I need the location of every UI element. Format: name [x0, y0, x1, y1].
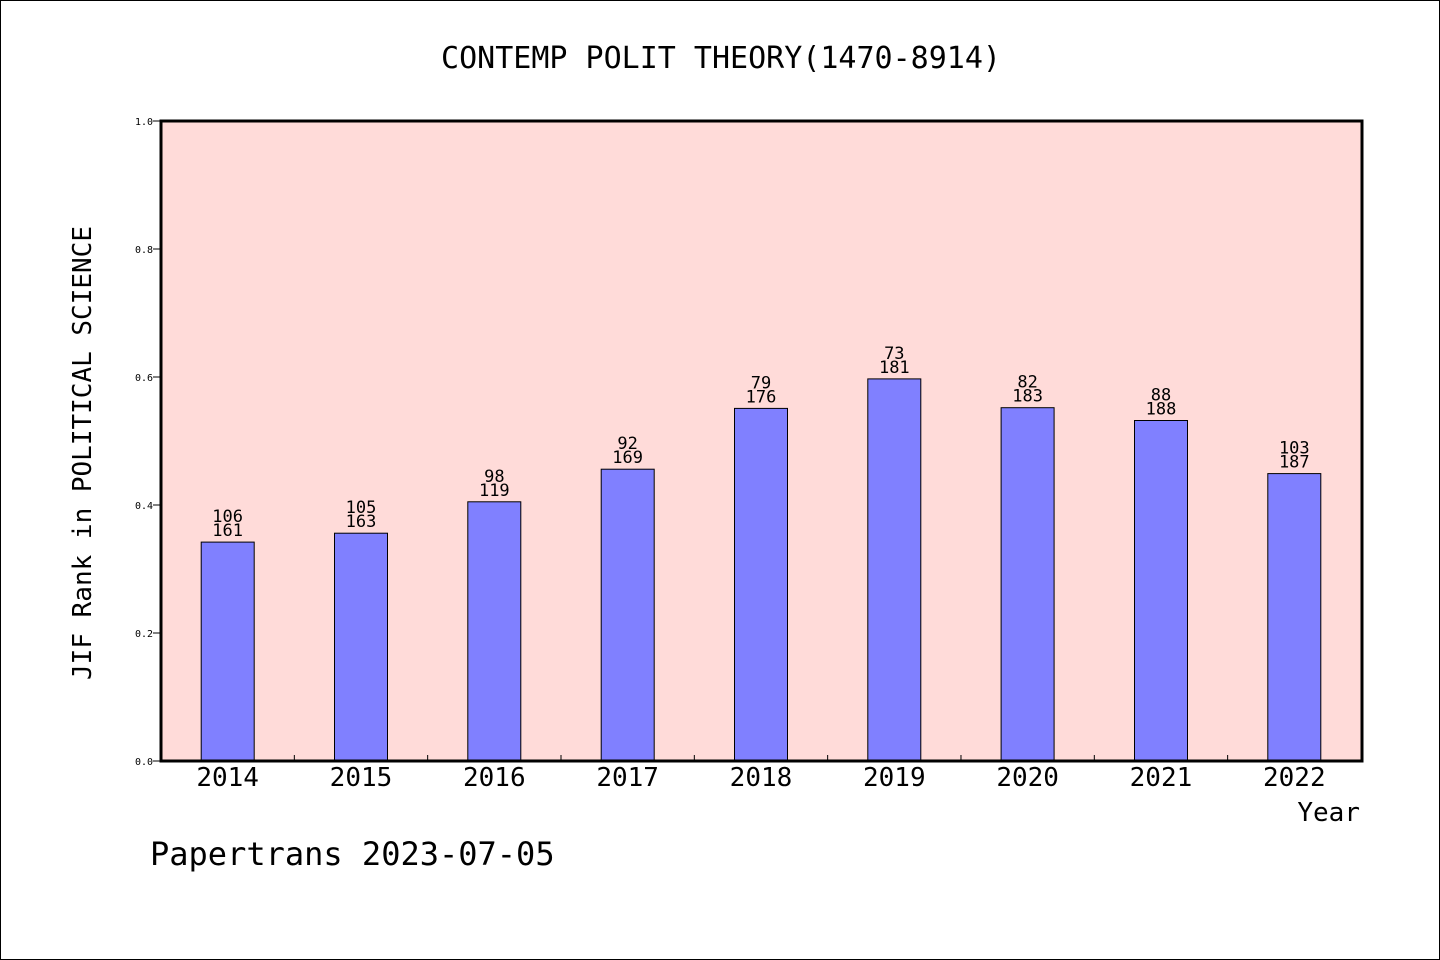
bar-rank-label: 79: [751, 373, 771, 393]
bar-2022: [1267, 473, 1322, 762]
y-tick-label: 0.0: [135, 757, 153, 768]
bar-rank-label: 98: [484, 467, 504, 487]
y-tick-label: 0.4: [135, 501, 153, 512]
x-tick-label: 2015: [330, 763, 393, 793]
x-tick-label: 2019: [863, 763, 926, 793]
bar-total-label: 161: [212, 521, 243, 541]
x-tick-label: 2022: [1263, 763, 1326, 793]
x-axis-label: Year: [1297, 798, 1360, 828]
bars-group: [200, 378, 1322, 762]
bar-2017: [600, 468, 655, 762]
bar-2016: [467, 501, 522, 762]
x-axis-ticks: 2014 2015 2016 2017 2018 2019 2020 2021 2022: [196, 755, 1326, 793]
bar-total-label: 188: [1146, 400, 1177, 420]
x-tick-label: 2020: [996, 763, 1059, 793]
x-tick-label: 2018: [730, 763, 793, 793]
bar-total-label: 183: [1012, 387, 1043, 407]
y-tick-label: 0.8: [135, 245, 153, 256]
bar-2019: [867, 378, 922, 762]
bar-total-label: 187: [1279, 453, 1310, 473]
bar-2018: [734, 407, 788, 762]
y-axis-ticks: 0.0 0.2 0.4 0.6 0.8 1.0: [135, 117, 161, 768]
x-tick-label: 2017: [596, 763, 659, 793]
bar-2020: [1000, 407, 1055, 762]
bar-rank-label: 106: [212, 507, 243, 527]
bar-rank-label: 103: [1279, 439, 1310, 459]
chart-title: CONTEMP POLIT THEORY(1470-8914): [441, 41, 1001, 76]
bar-rank-label: 92: [617, 434, 637, 454]
x-tick-label: 2014: [196, 763, 259, 793]
bar-total-label: 176: [746, 387, 777, 407]
plot-frame: [159, 119, 1364, 763]
bar-rank-label: 105: [346, 498, 377, 518]
footer-credit: Papertrans 2023-07-05: [150, 835, 555, 873]
bar-rank-label: 82: [1017, 373, 1037, 393]
bar-total-label: 181: [879, 358, 910, 378]
bar-rank-label: 88: [1151, 386, 1171, 406]
y-axis-label: JIF Rank in POLITICAL SCIENCE: [68, 226, 98, 680]
bar-total-label: 169: [612, 448, 643, 468]
bar-total-label: 119: [479, 481, 510, 501]
bar-total-label: 163: [346, 512, 377, 532]
y-tick-label: 0.6: [135, 373, 153, 384]
bar-2021: [1134, 420, 1188, 762]
bar-2014: [200, 541, 255, 762]
bar-rank-label: 73: [884, 344, 904, 364]
y-tick-label: 1.0: [135, 117, 153, 128]
x-tick-label: 2021: [1130, 763, 1193, 793]
x-tick-label: 2016: [463, 763, 526, 793]
y-tick-label: 0.2: [135, 629, 153, 640]
bar-2015: [334, 532, 388, 762]
